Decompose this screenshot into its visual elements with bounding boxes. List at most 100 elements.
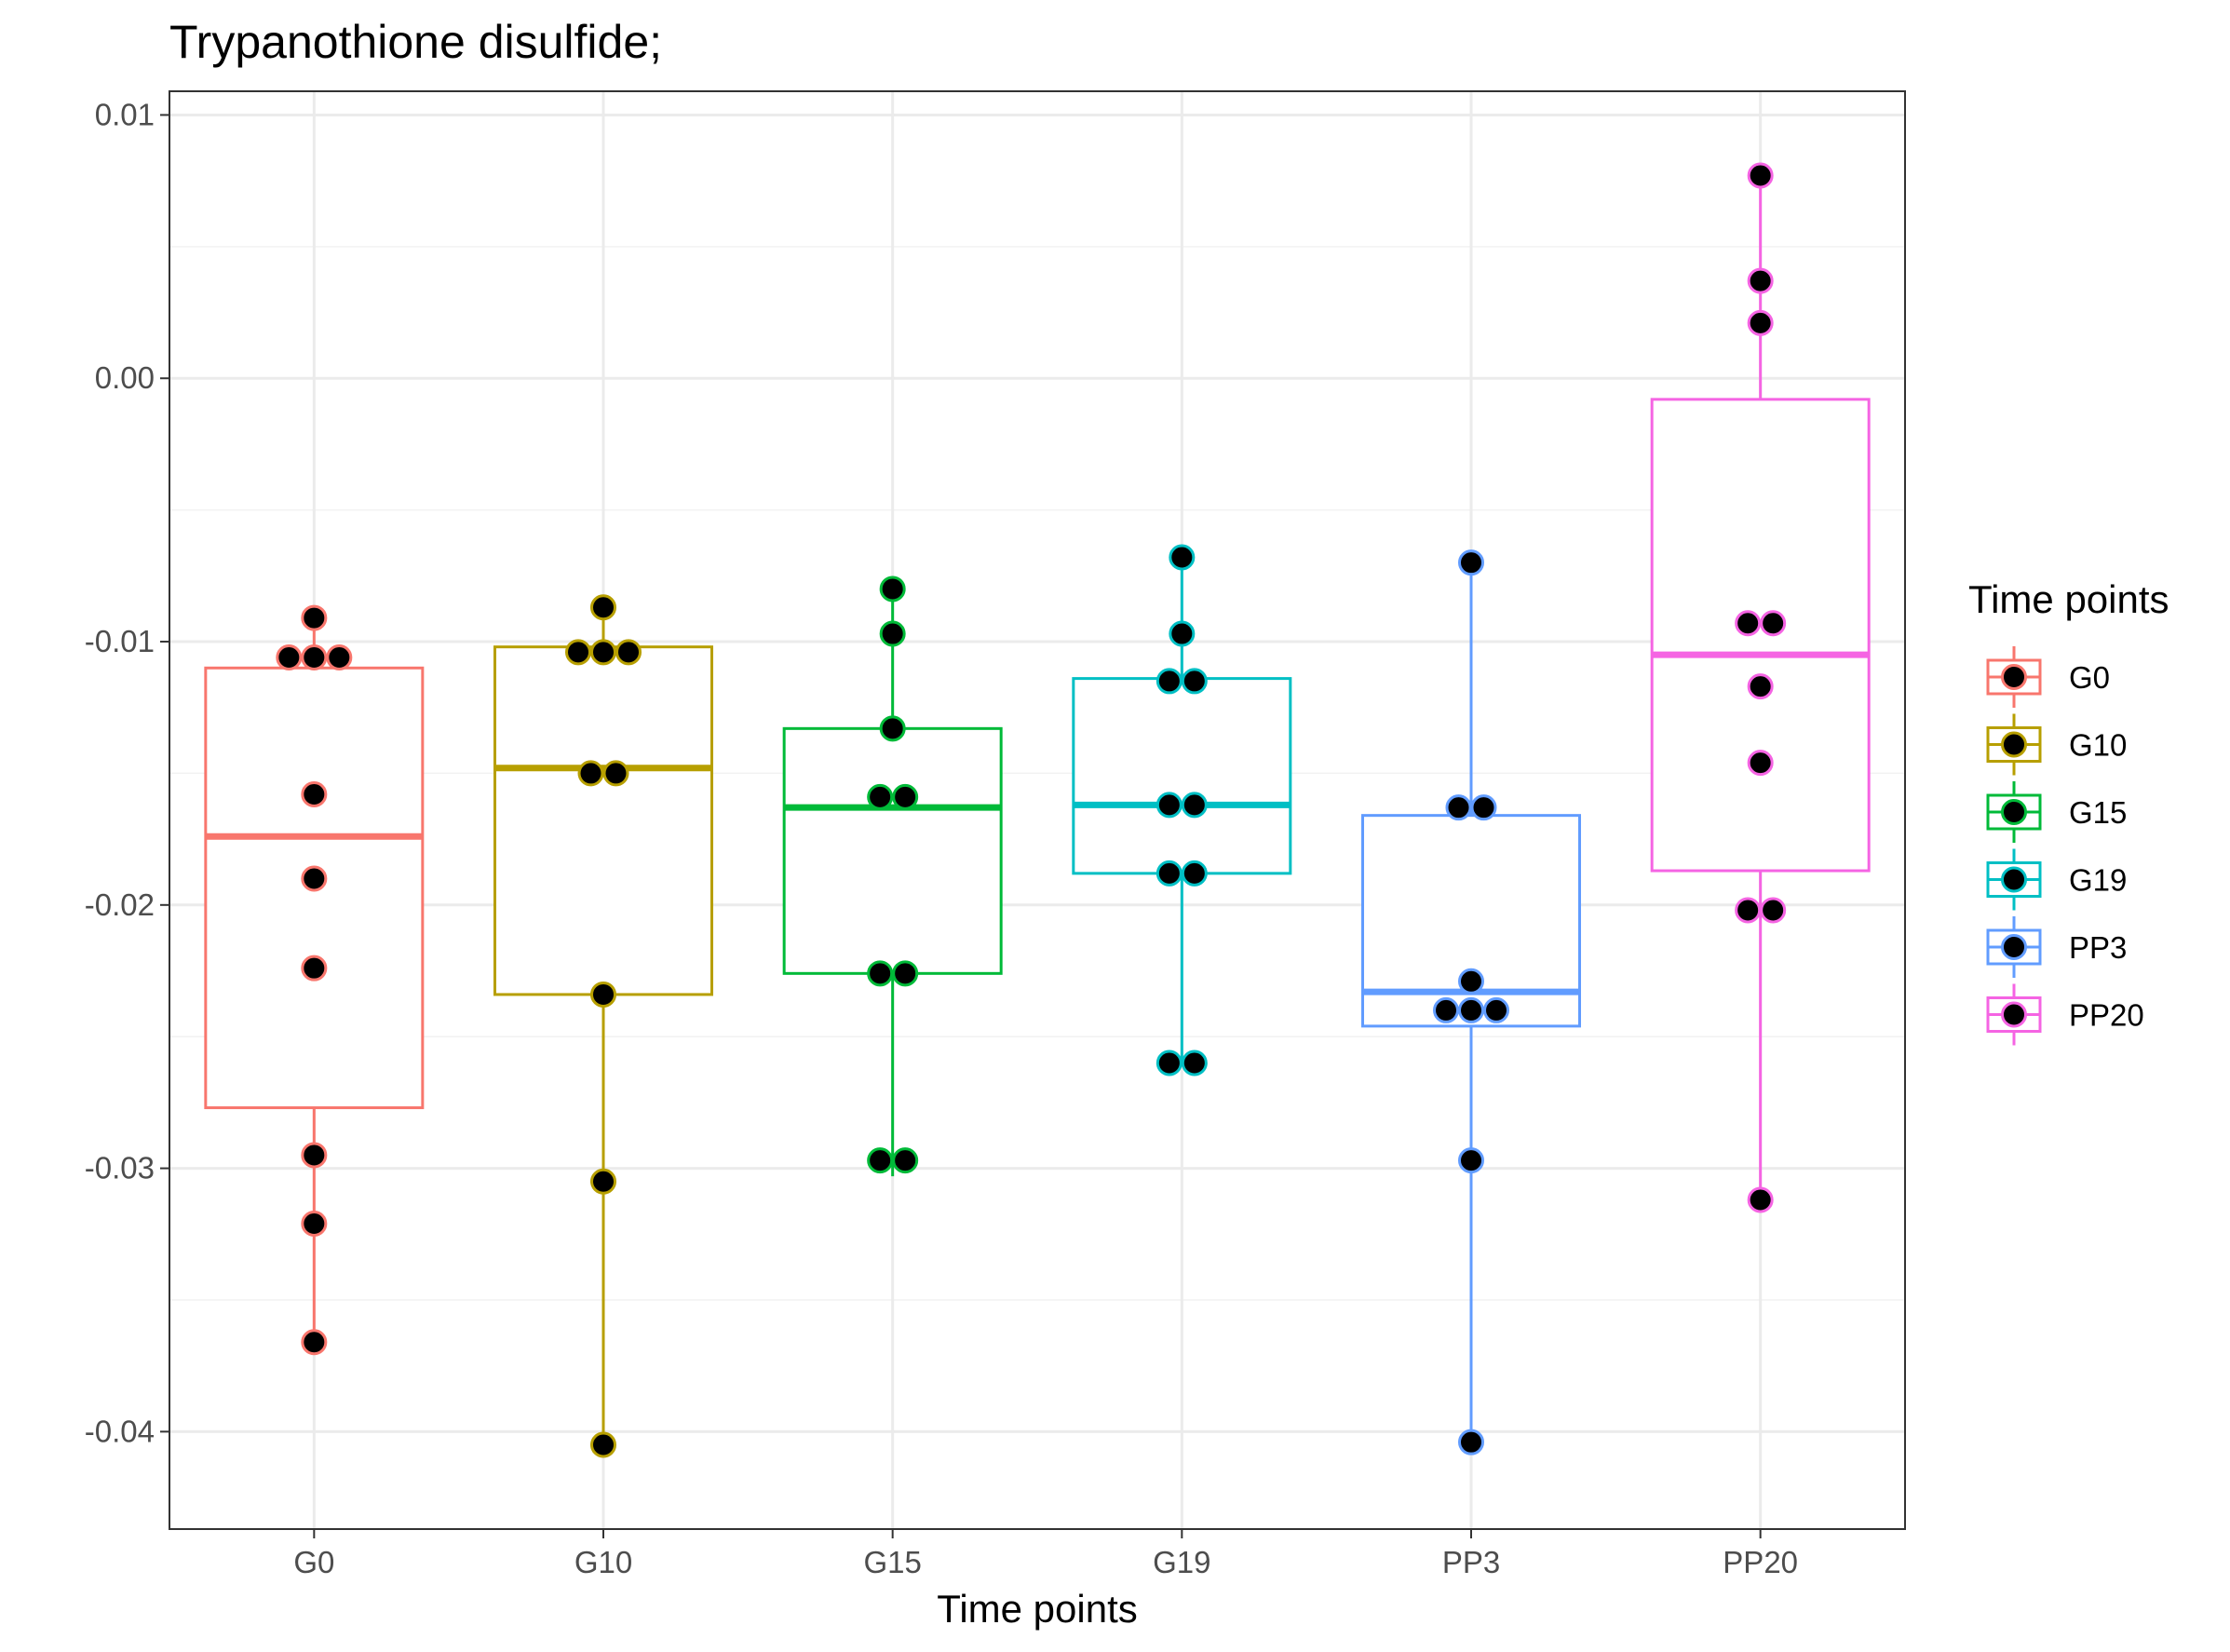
y-tick-label: 0.00 [95, 360, 155, 395]
boxplot-g19 [1072, 557, 1292, 1063]
chart-title: Trypanothione disulfide; [169, 16, 662, 68]
data-point [1747, 673, 1774, 700]
data-point [1169, 620, 1196, 647]
axes: 0.01 0.00 -0.01 -0.02 -0.03 -0.04 G0 G10 G15 G19 P… [85, 97, 1798, 1579]
legend-key-g0 [1986, 646, 2042, 708]
x-tick-label: G19 [1153, 1545, 1210, 1579]
data-point [590, 639, 616, 666]
boxplot-g15 [782, 589, 1003, 1177]
data-point [301, 604, 328, 631]
data-point [879, 715, 906, 742]
x-tick-label: PP3 [1442, 1545, 1500, 1579]
box [1072, 677, 1292, 875]
legend-key-dot [2001, 934, 2027, 960]
data-point [301, 1210, 328, 1237]
x-tick-label: G0 [293, 1545, 334, 1579]
x-axis-title: Time points [937, 1587, 1138, 1631]
legend-key-g15 [1986, 781, 2042, 843]
data-point [1483, 996, 1509, 1023]
x-tick-label: G15 [863, 1545, 921, 1579]
data-point [577, 760, 604, 787]
legend-key-dot [2001, 664, 2027, 690]
data-point [301, 1329, 328, 1356]
legend-key-pp20 [1986, 983, 2042, 1046]
data-point [879, 575, 906, 603]
legend-title: Time points [1968, 577, 2169, 621]
legend-key-dot [2001, 866, 2027, 893]
data-point [1760, 897, 1787, 924]
data-point [1458, 996, 1484, 1023]
y-tick-label: -0.02 [85, 887, 155, 922]
grid [169, 91, 1905, 1529]
data-point [1458, 968, 1484, 995]
data-point [1735, 897, 1762, 924]
boxplot-pp3 [1361, 562, 1581, 1442]
boxplot-pp20 [1650, 175, 1871, 1200]
data-point [1458, 1429, 1484, 1456]
data-point [892, 1147, 919, 1174]
data-point [1156, 860, 1183, 887]
legend-label: G19 [2069, 863, 2127, 898]
legend-key-pp3 [1986, 916, 2042, 978]
data-point [1470, 794, 1497, 821]
legend-key-g10 [1986, 713, 2042, 776]
boxplots [204, 175, 1871, 1445]
box [1650, 398, 1871, 873]
y-tick-label: -0.03 [85, 1151, 155, 1185]
x-tick-label: G10 [574, 1545, 632, 1579]
data-point [590, 594, 616, 621]
y-tick-label: -0.01 [85, 624, 155, 658]
data-point [1458, 1147, 1484, 1174]
data-point [301, 865, 328, 892]
data-point [276, 643, 303, 670]
legend-label: PP3 [2069, 930, 2127, 965]
data-point [1156, 668, 1183, 695]
legend-key-dot [2001, 799, 2027, 825]
x-tick-label: PP20 [1723, 1545, 1798, 1579]
data-point [1747, 750, 1774, 777]
y-tick-label: -0.04 [85, 1414, 155, 1448]
data-point [867, 783, 894, 810]
data-point [1433, 996, 1459, 1023]
data-point [879, 620, 906, 647]
box [782, 726, 1003, 975]
data-point [590, 981, 616, 1008]
data-point [867, 960, 894, 987]
data-point [892, 783, 919, 810]
data-point [301, 781, 328, 808]
data-point [326, 643, 353, 670]
data-point [1747, 267, 1774, 294]
legend-label: G10 [2069, 728, 2127, 763]
data-point [615, 639, 642, 666]
data-point [565, 639, 591, 666]
data-point [1747, 162, 1774, 189]
data-point [602, 760, 629, 787]
data-point [590, 1168, 616, 1195]
data-point [1169, 544, 1196, 571]
data-point [1181, 668, 1208, 695]
legend-label: G15 [2069, 795, 2127, 830]
data-points [276, 162, 1787, 1458]
panel-border [169, 90, 1906, 1530]
boxplot-g10 [493, 607, 713, 1445]
data-point [590, 1431, 616, 1458]
data-point [1445, 794, 1472, 821]
data-point [1735, 610, 1762, 637]
legend-key-dot [2001, 731, 2027, 758]
data-point [1747, 309, 1774, 336]
data-point [301, 1142, 328, 1169]
legend: Time points G0 G10 G15 G19 PP3 PP20 [1968, 577, 2169, 1046]
data-point [1181, 860, 1208, 887]
data-point [301, 643, 328, 670]
data-point [1747, 1186, 1774, 1213]
y-tick-label: 0.01 [95, 97, 155, 131]
data-point [1458, 549, 1484, 576]
data-point [892, 960, 919, 987]
legend-label: G0 [2069, 660, 2110, 695]
legend-key-g19 [1986, 848, 2042, 911]
data-point [1156, 1049, 1183, 1077]
data-point [1181, 792, 1208, 819]
data-point [867, 1147, 894, 1174]
